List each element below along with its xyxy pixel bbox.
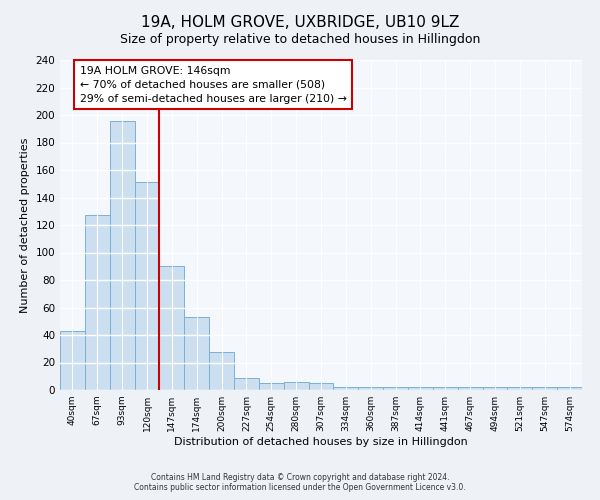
Bar	[508, 387, 532, 390]
Bar	[85, 216, 110, 390]
Bar	[408, 387, 433, 390]
Bar	[259, 383, 284, 390]
Bar	[234, 378, 259, 390]
Bar	[557, 387, 582, 390]
Text: 19A, HOLM GROVE, UXBRIDGE, UB10 9LZ: 19A, HOLM GROVE, UXBRIDGE, UB10 9LZ	[141, 15, 459, 30]
Bar	[433, 387, 458, 390]
Text: Size of property relative to detached houses in Hillingdon: Size of property relative to detached ho…	[120, 32, 480, 46]
Text: 19A HOLM GROVE: 146sqm
← 70% of detached houses are smaller (508)
29% of semi-de: 19A HOLM GROVE: 146sqm ← 70% of detached…	[80, 66, 347, 104]
Bar	[160, 266, 184, 390]
Bar	[184, 317, 209, 390]
Bar	[383, 387, 408, 390]
Bar	[334, 387, 358, 390]
Bar	[358, 387, 383, 390]
Bar	[209, 352, 234, 390]
Bar	[482, 387, 508, 390]
Bar	[134, 182, 160, 390]
X-axis label: Distribution of detached houses by size in Hillingdon: Distribution of detached houses by size …	[174, 437, 468, 447]
Text: Contains HM Land Registry data © Crown copyright and database right 2024.
Contai: Contains HM Land Registry data © Crown c…	[134, 473, 466, 492]
Bar	[60, 331, 85, 390]
Bar	[532, 387, 557, 390]
Bar	[110, 120, 134, 390]
Bar	[308, 383, 334, 390]
Y-axis label: Number of detached properties: Number of detached properties	[20, 138, 30, 312]
Bar	[458, 387, 482, 390]
Bar	[284, 382, 308, 390]
